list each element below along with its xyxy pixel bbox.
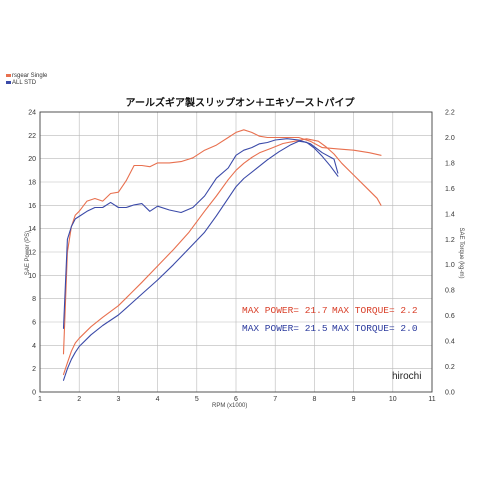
y-left-tick-label: 2 <box>32 366 36 373</box>
chart-title: アールズギア製スリップオン＋エキゾーストパイプ <box>125 98 355 109</box>
x-tick-label: 4 <box>156 396 160 403</box>
y-left-tick-label: 16 <box>28 203 36 210</box>
y-left-tick-label: 10 <box>28 273 36 280</box>
annotation-std-max-torque: MAX TORQUE= 2.0 <box>332 323 418 334</box>
y-right-tick-label: 1.2 <box>445 237 455 244</box>
x-tick-label: 10 <box>389 396 397 403</box>
y-left-tick-label: 18 <box>28 180 36 187</box>
y-left-tick-label: 8 <box>32 296 36 303</box>
y-left-tick-label: 22 <box>28 133 36 140</box>
y-left-axis-title: SAE Power (PS) <box>25 230 31 276</box>
y-left-tick-label: 6 <box>32 320 36 327</box>
x-tick-label: 6 <box>234 396 238 403</box>
y-right-tick-label: 0.4 <box>445 339 455 346</box>
legend-item-std: ALL STD <box>6 80 47 87</box>
rsgear-power-line <box>62 138 382 376</box>
annotation-rsgear-max-power: MAX POWER= 21.7 <box>242 305 328 316</box>
x-tick-label: 9 <box>352 396 356 403</box>
legend-swatch-rsgear <box>6 73 11 77</box>
watermark: hirochi <box>392 371 422 382</box>
x-axis-title: RPM (x1000) <box>212 403 248 409</box>
y-right-tick-label: 0.8 <box>445 288 455 295</box>
y-right-tick-label: 1.0 <box>445 262 455 269</box>
rsgear-torque-line <box>62 129 382 355</box>
legend: rsgear Single ALL STD <box>6 73 47 87</box>
x-tick-label: 5 <box>195 396 199 403</box>
annotation-std-max-power: MAX POWER= 21.5 <box>242 323 328 334</box>
y-right-tick-label: 2.0 <box>445 135 455 142</box>
plot-frame <box>39 111 433 393</box>
annotation-rsgear-max-torque: MAX TORQUE= 2.2 <box>332 305 418 316</box>
y-left-tick-label: 0 <box>32 390 36 397</box>
y-right-tick-label: 1.8 <box>445 160 455 167</box>
y-left-tick-label: 4 <box>32 343 36 350</box>
y-left-tick-label: 24 <box>28 110 36 117</box>
y-right-tick-label: 0.2 <box>445 364 455 371</box>
x-tick-label: 8 <box>312 396 316 403</box>
y-left-tick-label: 14 <box>28 226 36 233</box>
y-right-tick-label: 0.0 <box>445 390 455 397</box>
legend-swatch-std <box>6 80 11 84</box>
x-tick-label: 3 <box>116 396 120 403</box>
y-right-tick-label: 1.4 <box>445 211 455 218</box>
legend-item-rsgear: rsgear Single <box>6 73 47 80</box>
x-tick-label: 2 <box>77 396 81 403</box>
x-tick-label: 7 <box>273 396 277 403</box>
x-tick-label: 1 <box>38 396 42 403</box>
legend-label-std: ALL STD <box>12 80 37 86</box>
y-right-tick-label: 2.2 <box>445 110 455 117</box>
y-right-tick-label: 1.6 <box>445 186 455 193</box>
legend-label-rsgear: rsgear Single <box>12 73 48 79</box>
y-right-axis-title: SAE Torque (kg-m) <box>458 227 464 279</box>
y-left-tick-label: 12 <box>28 250 36 257</box>
std-torque-line <box>62 138 339 329</box>
y-left-tick-label: 20 <box>28 156 36 163</box>
x-tick-label: 11 <box>428 396 435 403</box>
y-right-tick-label: 0.6 <box>445 313 455 320</box>
